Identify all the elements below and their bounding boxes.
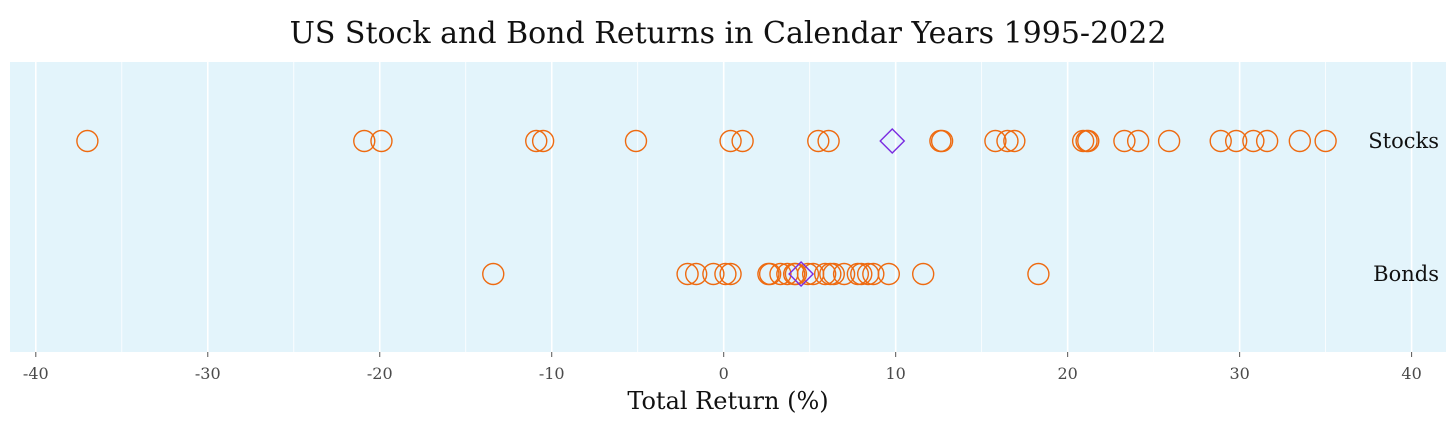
data-point-stocks <box>731 129 754 153</box>
data-point-stocks <box>76 129 99 153</box>
row-label-stocks: Stocks <box>1368 129 1439 153</box>
data-point-stocks <box>370 129 393 153</box>
data-point-stocks <box>353 129 376 153</box>
data-point-stocks <box>525 129 548 153</box>
data-point-stocks <box>1113 129 1136 153</box>
data-point-bonds <box>850 262 873 286</box>
data-point-stocks <box>1209 129 1232 153</box>
data-marks <box>76 128 1337 287</box>
data-point-bonds <box>676 262 699 286</box>
x-tick-label: 10 <box>885 364 905 383</box>
data-point-bonds <box>1027 262 1050 286</box>
data-point-stocks <box>531 129 555 153</box>
x-tick-labels: -40 -30 -20 -10 0 10 20 30 40 <box>23 352 1422 383</box>
x-tick-label: -10 <box>539 364 565 383</box>
grid-lines <box>34 62 1413 352</box>
data-point-bonds <box>702 262 725 286</box>
data-point-bonds <box>813 262 837 286</box>
data-point-bonds <box>758 262 782 286</box>
data-point-bonds <box>862 262 885 286</box>
row-label-bonds: Bonds <box>1373 262 1439 286</box>
data-point-stocks <box>1288 129 1312 153</box>
x-tick-label: -20 <box>367 364 393 383</box>
data-point-bonds <box>714 262 737 286</box>
data-point-bonds <box>784 262 808 286</box>
data-point-stocks <box>807 129 830 153</box>
data-point-stocks <box>930 129 954 153</box>
data-point-stocks <box>996 129 1019 153</box>
mean-marker-bonds <box>788 261 815 287</box>
data-point-bonds <box>911 262 935 286</box>
data-point-bonds <box>482 262 505 286</box>
mean-marker-stocks <box>879 128 906 154</box>
chart-title: US Stock and Bond Returns in Calendar Ye… <box>290 16 1167 51</box>
data-point-bonds <box>877 262 900 286</box>
data-point-stocks <box>1003 129 1026 153</box>
data-point-stocks <box>624 129 648 153</box>
x-axis-label: Total Return (%) <box>627 387 828 415</box>
x-tick-label: -30 <box>195 364 221 383</box>
data-point-stocks <box>1314 129 1337 153</box>
data-point-stocks <box>1242 129 1265 153</box>
data-point-bonds <box>769 262 792 286</box>
data-point-stocks <box>1255 129 1279 153</box>
data-point-stocks <box>1157 129 1181 153</box>
data-point-stocks <box>1077 129 1100 153</box>
data-point-stocks <box>984 129 1007 153</box>
data-point-stocks <box>1126 129 1150 153</box>
x-tick-label: 0 <box>719 364 729 383</box>
row-labels: Stocks Bonds <box>1368 129 1439 286</box>
plot-panel <box>10 62 1446 352</box>
x-tick-label: 40 <box>1401 364 1421 383</box>
data-point-bonds <box>832 262 856 286</box>
data-point-bonds <box>796 262 820 286</box>
data-point-bonds <box>684 262 708 286</box>
x-tick-label: 30 <box>1229 364 1249 383</box>
data-point-bonds <box>822 262 845 286</box>
data-point-bonds <box>719 262 742 286</box>
data-point-stocks <box>1224 129 1248 153</box>
x-tick-label: 20 <box>1057 364 1077 383</box>
x-tick-label: -40 <box>23 364 49 383</box>
data-point-stocks <box>719 129 742 153</box>
data-point-stocks <box>817 129 840 153</box>
